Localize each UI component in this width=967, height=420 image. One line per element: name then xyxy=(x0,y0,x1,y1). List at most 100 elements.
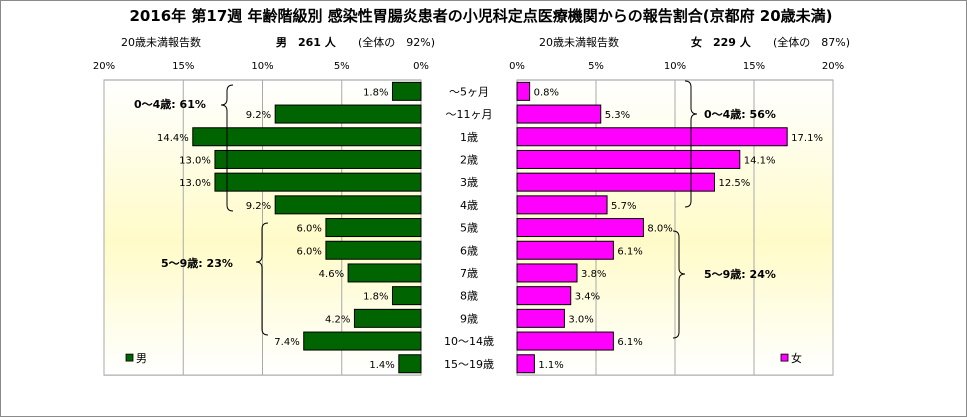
age-category-label: ～5ヶ月 xyxy=(449,85,489,98)
age-category-label: 7歳 xyxy=(460,267,478,280)
male-bar xyxy=(274,195,422,215)
male-data-label: 1.8% xyxy=(363,292,388,303)
male-5-9-bracket xyxy=(255,222,269,336)
female-5-9-bracket xyxy=(672,230,686,339)
right-subtitle-count: 229 人 xyxy=(713,35,752,49)
female-data-label: 6.1% xyxy=(617,246,642,257)
male-data-label: 14.4% xyxy=(157,133,189,144)
female-bar xyxy=(516,127,788,147)
male-tick-label: 5% xyxy=(334,61,350,72)
female-bar xyxy=(516,240,614,260)
female-tick-label: 15% xyxy=(743,61,765,72)
female-legend-label: 女 xyxy=(791,351,802,365)
male-bar xyxy=(274,104,422,124)
left-subtitle-sex: 男 xyxy=(276,36,287,49)
age-category-label: ～11ヶ月 xyxy=(446,108,493,121)
female-data-label: 3.8% xyxy=(581,269,606,280)
male-chart: 20% 15% 10% 5% 0% 1.8% 9.2% 14.4% 13.0% 13.0% 9.2%… xyxy=(93,61,429,376)
male-data-label: 1.4% xyxy=(369,360,394,371)
age-category-label: 4歳 xyxy=(460,199,478,212)
female-tick-label: 0% xyxy=(509,61,525,72)
age-category-label: 5歳 xyxy=(460,222,478,235)
male-data-label: 7.4% xyxy=(274,337,299,348)
age-category-label: 15～19歳 xyxy=(444,358,494,371)
male-bar xyxy=(214,172,422,192)
female-legend-swatch xyxy=(780,353,789,362)
female-0-4-bracket xyxy=(684,80,698,208)
female-data-label: 0.8% xyxy=(534,87,559,98)
age-category-label: 1歳 xyxy=(460,131,478,144)
male-bar xyxy=(303,331,422,351)
male-bar xyxy=(391,286,422,306)
male-0-4-share: 0～4歳: 61% xyxy=(134,97,206,111)
right-subtitle-share: (全体の 87%) xyxy=(773,35,850,49)
female-5-9-share: 5～9歳: 24% xyxy=(704,267,776,281)
male-bar xyxy=(325,218,422,238)
male-data-label: 6.0% xyxy=(296,246,321,257)
age-category-label: 8歳 xyxy=(460,290,478,303)
female-bar xyxy=(516,218,644,238)
female-bar xyxy=(516,104,602,124)
right-subtitle-sex: 女 xyxy=(691,35,702,49)
male-data-label: 4.6% xyxy=(319,269,344,280)
male-tick-label: 15% xyxy=(172,61,194,72)
age-category-label: 9歳 xyxy=(460,312,478,325)
female-0-4-share: 0～4歳: 56% xyxy=(704,107,776,121)
female-data-label: 17.1% xyxy=(791,133,823,144)
male-tick-label: 20% xyxy=(93,61,115,72)
male-5-9-share: 5～9歳: 23% xyxy=(161,256,233,270)
male-data-label: 1.8% xyxy=(363,87,388,98)
male-legend-label: 男 xyxy=(136,352,147,365)
age-category-labels: ～5ヶ月 ～11ヶ月 1歳 2歳 3歳 4歳 5歳 6歳 7歳 8歳 9歳 10～14歳 15～19歳 xyxy=(444,85,494,370)
female-bar xyxy=(516,195,608,215)
female-bar xyxy=(516,172,715,192)
female-bar xyxy=(516,81,531,101)
right-subtitle-label: 20歳未満報告数 xyxy=(539,36,619,49)
age-category-label: 10～14歳 xyxy=(444,335,494,348)
male-data-label: 6.0% xyxy=(296,224,321,235)
female-tick-label: 20% xyxy=(822,61,844,72)
female-data-label: 12.5% xyxy=(719,178,751,189)
male-data-label: 13.0% xyxy=(179,155,211,166)
male-bar xyxy=(192,127,422,147)
male-bar xyxy=(325,240,422,260)
female-data-label: 14.1% xyxy=(744,155,776,166)
left-subtitle-share: (全体の 92%) xyxy=(358,35,435,49)
age-category-label: 3歳 xyxy=(460,176,478,189)
male-data-label: 4.2% xyxy=(325,314,350,325)
female-bar xyxy=(516,149,741,169)
age-category-label: 2歳 xyxy=(460,153,478,166)
male-bar xyxy=(398,354,422,374)
female-bar xyxy=(516,308,565,328)
male-data-label: 13.0% xyxy=(179,178,211,189)
male-bar xyxy=(214,149,422,169)
left-subtitle-label: 20歳未満報告数 xyxy=(121,36,201,49)
male-bar xyxy=(391,81,422,101)
female-tick-label: 10% xyxy=(664,61,686,72)
female-bar xyxy=(516,331,614,351)
female-data-label: 1.1% xyxy=(538,360,563,371)
female-chart: 0% 5% 10% 15% 20% 0.8% 5.3% 17.1% 14.1% 12.5% 5.7%… xyxy=(509,61,844,376)
female-tick-label: 5% xyxy=(588,61,604,72)
male-tick-label: 10% xyxy=(251,61,273,72)
female-data-label: 5.7% xyxy=(611,201,636,212)
chart-title: 2016年 第17週 年齢階級別 感染性胃腸炎患者の小児科定点医療機関からの報告… xyxy=(129,7,832,25)
male-data-label: 9.2% xyxy=(246,201,271,212)
female-data-label: 5.3% xyxy=(605,110,630,121)
female-bar xyxy=(516,263,578,283)
female-data-label: 3.0% xyxy=(568,314,593,325)
female-data-label: 8.0% xyxy=(647,224,672,235)
age-category-label: 6歳 xyxy=(460,244,478,257)
female-bar xyxy=(516,286,572,306)
male-0-4-bracket xyxy=(220,84,234,212)
male-tick-label: 0% xyxy=(413,61,429,72)
male-bar xyxy=(347,263,422,283)
female-data-label: 6.1% xyxy=(617,337,642,348)
male-bar xyxy=(353,308,422,328)
left-subtitle-count: 261 人 xyxy=(298,35,337,49)
male-legend-swatch xyxy=(125,353,134,362)
male-data-label: 9.2% xyxy=(246,110,271,121)
female-bar xyxy=(516,354,535,374)
